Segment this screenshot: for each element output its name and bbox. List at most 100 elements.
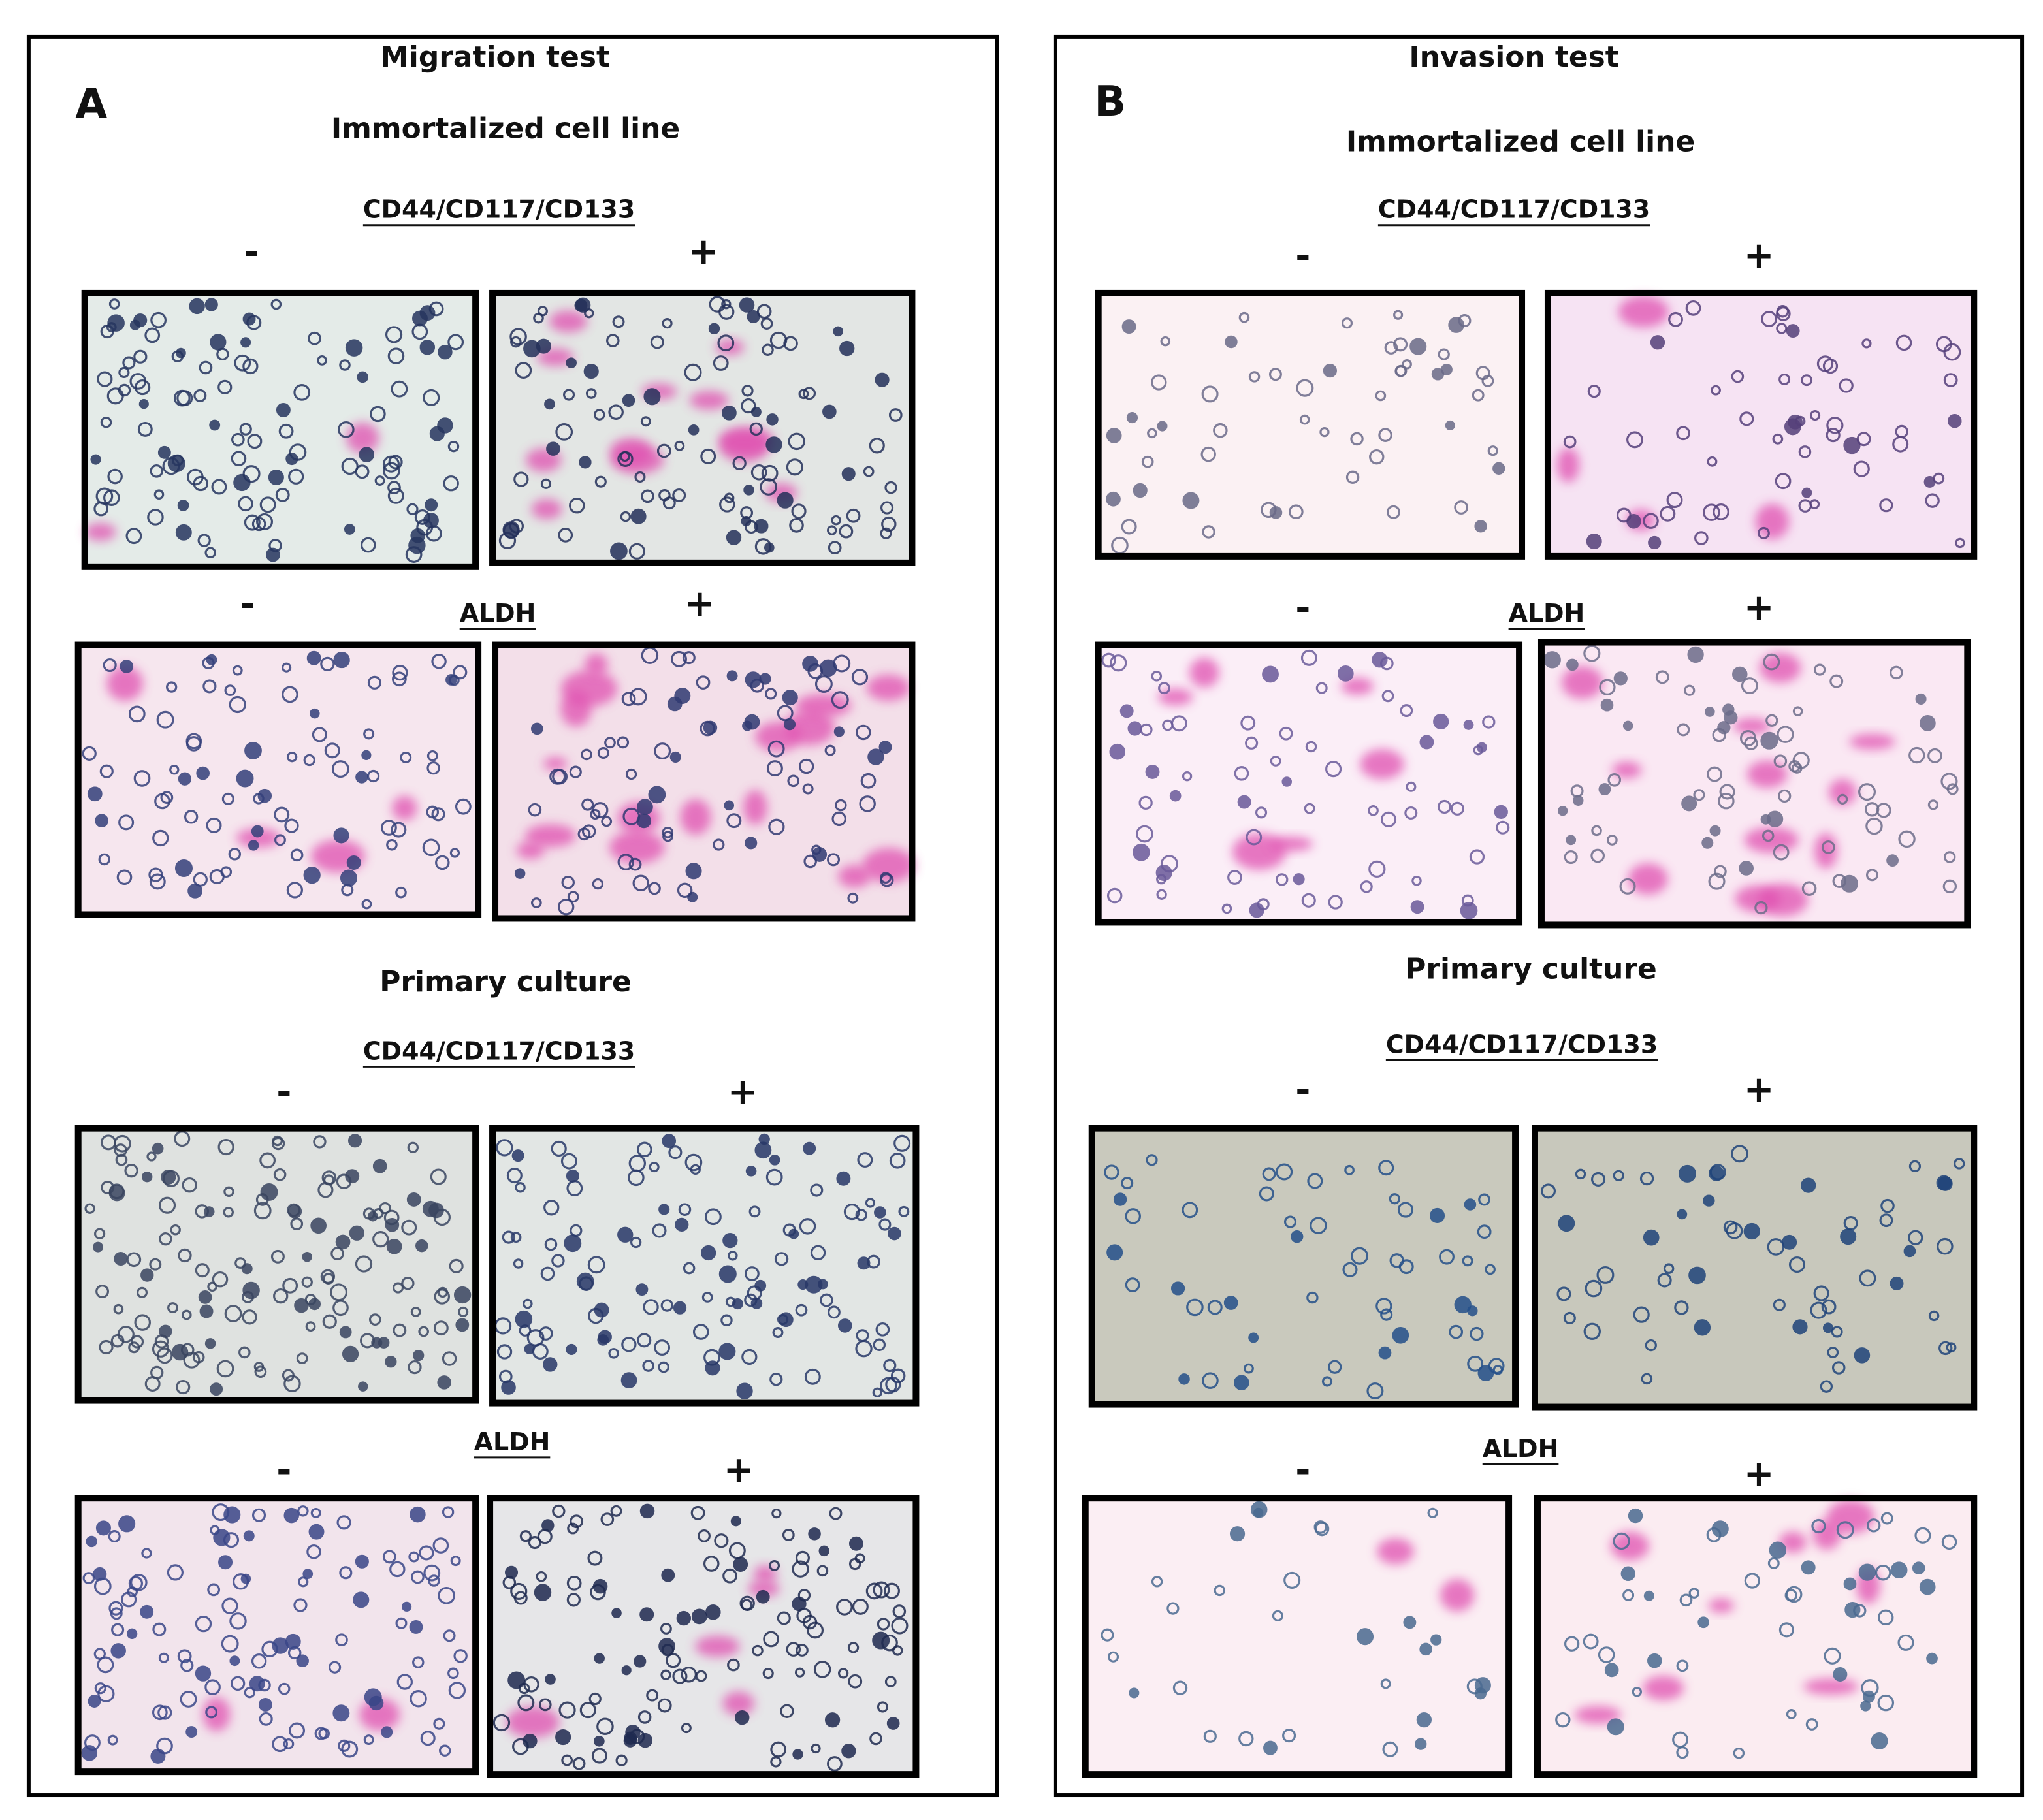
- pore: [1133, 843, 1150, 861]
- pore: [410, 1506, 426, 1523]
- pore: [1826, 417, 1844, 434]
- pore: [721, 299, 732, 310]
- pore: [1380, 811, 1397, 827]
- pore: [1744, 736, 1758, 750]
- pore: [285, 452, 298, 466]
- pore: [391, 822, 407, 838]
- pore: [1357, 1628, 1374, 1646]
- pore: [764, 542, 775, 553]
- stained-cell: [1643, 1676, 1684, 1700]
- negative-label: -: [1295, 1068, 1310, 1111]
- pore: [120, 660, 134, 673]
- pore: [808, 1527, 821, 1541]
- pore: [1203, 1729, 1217, 1743]
- negative-label: -: [276, 1071, 291, 1113]
- pore: [247, 434, 263, 449]
- pore: [1378, 428, 1392, 442]
- pore: [178, 772, 192, 786]
- pore: [1871, 1732, 1888, 1749]
- pore: [1121, 1177, 1134, 1190]
- pore: [1487, 445, 1498, 456]
- pore: [1678, 1164, 1696, 1183]
- pore: [803, 854, 817, 869]
- pore: [523, 1298, 533, 1309]
- pore: [174, 1130, 191, 1147]
- pore: [608, 404, 624, 420]
- pore: [349, 1225, 365, 1241]
- pore: [537, 1529, 553, 1544]
- pore: [302, 1569, 314, 1579]
- pore: [1323, 364, 1337, 378]
- stained-cell: [862, 848, 916, 883]
- pore: [1626, 431, 1643, 449]
- pore: [1732, 666, 1748, 682]
- pore: [597, 1334, 609, 1346]
- pore: [1827, 1347, 1839, 1358]
- pore: [767, 740, 785, 758]
- pore: [1769, 1541, 1787, 1559]
- stained-cell: [1377, 1538, 1414, 1565]
- pore: [1342, 1262, 1358, 1277]
- pore: [1792, 706, 1803, 716]
- pore: [207, 1583, 221, 1597]
- pore: [1201, 385, 1219, 403]
- pore: [251, 1653, 267, 1669]
- pore: [1186, 1298, 1204, 1317]
- pore: [789, 518, 804, 533]
- pore: [794, 1667, 805, 1678]
- pore: [1564, 1636, 1580, 1652]
- pore: [1693, 789, 1705, 801]
- pore: [1458, 314, 1472, 328]
- pore: [1438, 348, 1450, 360]
- pore: [1709, 1164, 1726, 1181]
- pore: [892, 1604, 907, 1618]
- pore: [1450, 801, 1464, 816]
- pore: [510, 1582, 528, 1600]
- pore: [176, 347, 186, 359]
- pore: [216, 347, 229, 361]
- pore: [443, 1629, 456, 1642]
- pore: [1463, 720, 1474, 730]
- pore: [359, 447, 375, 462]
- pore: [1861, 338, 1872, 349]
- pore: [1773, 1298, 1786, 1311]
- pore: [588, 1692, 602, 1706]
- section-heading: Primary culture: [1405, 952, 1657, 985]
- pore: [130, 1573, 148, 1591]
- stained-cell: [722, 1691, 754, 1716]
- pore: [368, 1313, 381, 1326]
- pore: [610, 1505, 622, 1517]
- marker-label: ALDH: [1483, 1434, 1559, 1463]
- pore: [510, 336, 522, 348]
- pore: [114, 1252, 128, 1266]
- pore: [1202, 525, 1215, 539]
- micrograph: [1532, 1125, 1978, 1411]
- pore: [765, 688, 777, 700]
- pore: [1814, 663, 1826, 676]
- pore: [594, 1653, 605, 1664]
- micrograph-bg: [78, 645, 479, 915]
- pore: [442, 1506, 455, 1518]
- pore: [891, 1617, 909, 1635]
- pore: [584, 308, 594, 319]
- pore: [745, 837, 758, 850]
- pore: [82, 1572, 95, 1584]
- pore: [696, 675, 711, 690]
- pore: [228, 848, 242, 861]
- pore: [667, 696, 683, 712]
- pore: [1801, 487, 1812, 498]
- pore: [125, 528, 142, 545]
- pore: [111, 1623, 125, 1636]
- pore: [159, 1232, 172, 1246]
- pore: [1477, 1224, 1492, 1239]
- pore: [1238, 1731, 1254, 1747]
- pore: [583, 364, 599, 379]
- pore: [458, 1306, 469, 1317]
- pore: [1743, 1222, 1760, 1240]
- pore: [1121, 319, 1136, 334]
- pore: [110, 1607, 123, 1620]
- pore: [1694, 1319, 1711, 1336]
- pore: [579, 456, 592, 469]
- pore: [366, 769, 380, 783]
- pore: [113, 1303, 124, 1315]
